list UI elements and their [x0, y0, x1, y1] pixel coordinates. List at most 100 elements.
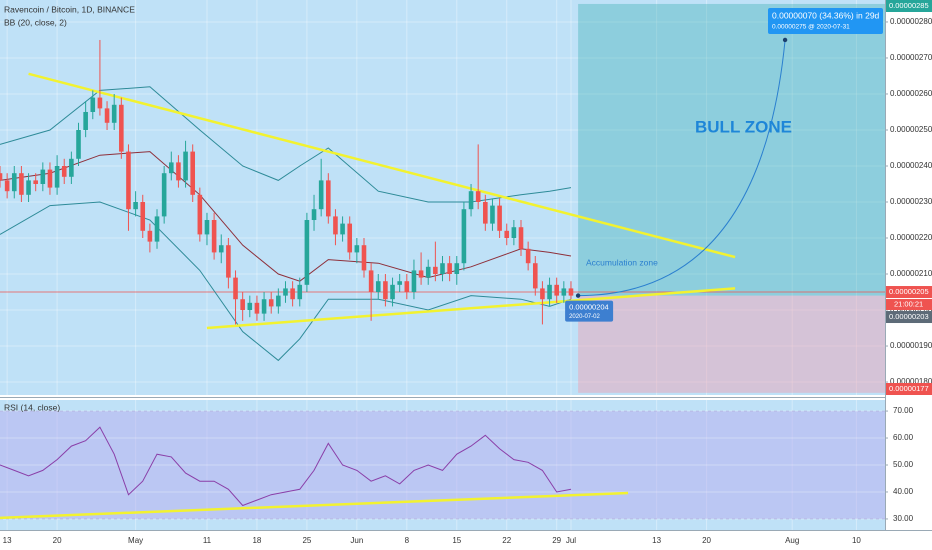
candle-body — [283, 288, 288, 296]
candle-body — [326, 180, 331, 217]
y-tick-label: 0.00000260 — [890, 89, 932, 98]
candle-body — [33, 180, 38, 184]
candle-body — [440, 263, 445, 275]
y-tick-label: 0.00000220 — [890, 233, 932, 242]
candle-body — [111, 104, 117, 123]
x-tick-label: 8 — [405, 536, 410, 545]
candle-body — [297, 284, 303, 300]
candle-body — [347, 223, 353, 253]
candle-body — [104, 108, 110, 123]
x-tick-label: 18 — [252, 536, 261, 545]
candle-body — [340, 223, 345, 235]
projection-label: 0.00000275 @ 2020-07-31 — [772, 24, 850, 31]
candle-body — [433, 266, 438, 275]
candle-body — [390, 284, 395, 300]
trendline — [28, 72, 736, 259]
candle-body — [0, 173, 3, 181]
candle-body — [468, 191, 474, 210]
y-tick-label: 30.00 — [893, 514, 914, 523]
x-tick-label: 10 — [852, 536, 861, 545]
projection-change: 0.00000070 (34.36%) in 29d — [772, 10, 880, 20]
candle-body — [304, 220, 310, 285]
candle-body — [154, 216, 160, 242]
candle-body — [204, 220, 210, 235]
candle-body — [425, 266, 431, 278]
y-tick-label: 50.00 — [893, 460, 914, 469]
entry-point — [575, 293, 581, 298]
candle-body — [454, 263, 460, 275]
candle-body — [197, 194, 203, 235]
x-tick-label: 25 — [302, 536, 311, 545]
candle-body — [176, 162, 181, 181]
candle-body — [190, 151, 196, 195]
candle-body — [161, 173, 167, 217]
trendline — [206, 287, 736, 330]
projection-point — [782, 37, 788, 43]
candle-body — [354, 245, 360, 253]
annotation: BULL ZONE — [695, 117, 792, 136]
entry-label: 0.00000204 — [569, 303, 609, 312]
indicator-label: BB (20, close, 2) — [4, 17, 67, 27]
candle-body — [418, 270, 424, 278]
entry-box — [565, 300, 614, 322]
candle-body — [233, 277, 238, 300]
chart-title: Ravencoin / Bitcoin, 1D, BINANCE — [4, 4, 135, 14]
price-tag — [886, 0, 932, 12]
candle-body — [254, 302, 260, 314]
x-tick-label: 29 — [552, 536, 561, 545]
rsi-title: RSI (14, close) — [4, 402, 60, 412]
candle-body — [26, 180, 31, 195]
candle-body — [76, 129, 81, 159]
candle-body — [532, 263, 538, 289]
price-tag-label: 0.00000205 — [889, 287, 929, 296]
candle-body — [333, 216, 338, 235]
price-tag — [886, 286, 932, 299]
rsi-line — [0, 426, 572, 507]
price-tag — [886, 311, 932, 324]
candle-body — [311, 209, 317, 221]
y-tick-label: 0.00000190 — [890, 341, 932, 350]
price-pane — [0, 0, 885, 395]
candle-body — [19, 173, 24, 195]
candle-body — [397, 281, 402, 285]
candle-body — [61, 165, 67, 177]
candle-body — [361, 245, 367, 271]
candle-body — [119, 104, 124, 152]
candle-body — [183, 151, 188, 181]
candle-body — [411, 270, 417, 293]
candle-body — [547, 284, 552, 300]
y-tick-label: 0.00000210 — [890, 269, 932, 278]
candle-body — [318, 180, 324, 210]
candle-body — [261, 299, 267, 314]
candle-body — [383, 281, 388, 300]
x-tick-label: 20 — [702, 536, 711, 545]
countdown-box — [886, 299, 932, 311]
candle-body — [40, 169, 46, 184]
candle-body — [69, 158, 74, 177]
candle-body — [83, 111, 88, 130]
y-tick-label: 0.00000280 — [890, 17, 932, 26]
candle-body — [554, 284, 559, 296]
candle-body — [126, 151, 131, 210]
candle-body — [561, 288, 567, 296]
price-tag — [886, 383, 932, 395]
x-tick-label: 22 — [502, 536, 511, 545]
candle-body — [133, 202, 138, 210]
projection-arc — [578, 39, 786, 297]
candle-body — [447, 263, 452, 275]
x-tick-label: Aug — [785, 536, 799, 545]
x-tick-label: 13 — [3, 536, 12, 545]
candle-body — [375, 281, 381, 293]
candle-body — [540, 288, 545, 300]
candle-body — [140, 202, 146, 231]
candle-body — [461, 209, 467, 264]
rsi-trendline — [0, 491, 629, 520]
candle-body — [218, 245, 224, 253]
x-tick-label: 11 — [203, 536, 212, 545]
y-tick-label: 0.00000230 — [890, 197, 932, 206]
candle-body — [504, 230, 510, 239]
candle-body — [247, 302, 253, 311]
countdown: 21:00:21 — [894, 300, 923, 309]
